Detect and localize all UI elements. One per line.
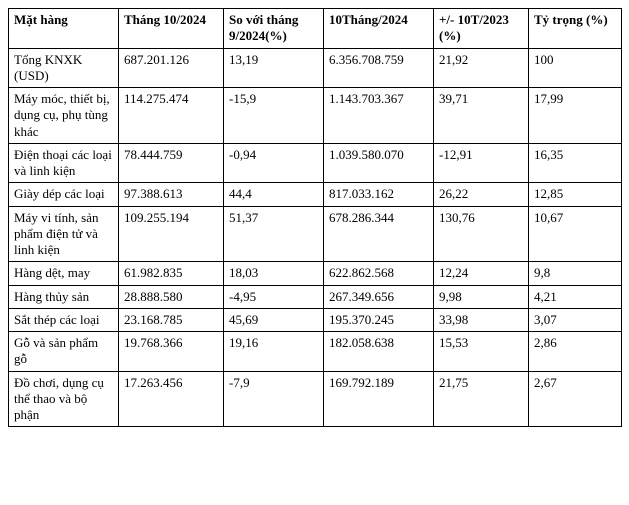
table-cell: 687.201.126 <box>119 48 224 88</box>
table-cell: Điện thoại các loại và linh kiện <box>9 143 119 183</box>
table-cell: 51,37 <box>224 206 324 262</box>
table-row: Tổng KNXK (USD)687.201.12613,196.356.708… <box>9 48 622 88</box>
table-cell: 9,8 <box>529 262 622 285</box>
table-header-row: Mặt hàng Tháng 10/2024 So với tháng 9/20… <box>9 9 622 49</box>
table-cell: 12,24 <box>434 262 529 285</box>
table-cell: 678.286.344 <box>324 206 434 262</box>
table-cell: 1.039.580.070 <box>324 143 434 183</box>
table-cell: 6.356.708.759 <box>324 48 434 88</box>
table-cell: 15,53 <box>434 332 529 372</box>
table-cell: Sắt thép các loại <box>9 308 119 331</box>
table-cell: 622.862.568 <box>324 262 434 285</box>
table-cell: 28.888.580 <box>119 285 224 308</box>
table-cell: 17.263.456 <box>119 371 224 427</box>
table-cell: 13,19 <box>224 48 324 88</box>
table-cell: Hàng thủy sản <box>9 285 119 308</box>
table-cell: 18,03 <box>224 262 324 285</box>
table-cell: Giày dép các loại <box>9 183 119 206</box>
table-cell: 12,85 <box>529 183 622 206</box>
table-cell: Hàng dệt, may <box>9 262 119 285</box>
table-cell: 100 <box>529 48 622 88</box>
table-cell: 817.033.162 <box>324 183 434 206</box>
table-cell: Gỗ và sản phẩm gỗ <box>9 332 119 372</box>
col-header-thang-10-2024: Tháng 10/2024 <box>119 9 224 49</box>
table-cell: Máy móc, thiết bị, dụng cụ, phụ tùng khá… <box>9 88 119 144</box>
table-cell: -12,91 <box>434 143 529 183</box>
table-cell: -15,9 <box>224 88 324 144</box>
table-cell: 21,75 <box>434 371 529 427</box>
table-cell: -0,94 <box>224 143 324 183</box>
table-body: Tổng KNXK (USD)687.201.12613,196.356.708… <box>9 48 622 427</box>
table-row: Máy móc, thiết bị, dụng cụ, phụ tùng khá… <box>9 88 622 144</box>
table-cell: 9,98 <box>434 285 529 308</box>
table-cell: 114.275.474 <box>119 88 224 144</box>
table-row: Máy vi tính, sản phẩm điện tử và linh ki… <box>9 206 622 262</box>
table-row: Điện thoại các loại và linh kiện78.444.7… <box>9 143 622 183</box>
col-header-10-thang-2024: 10Tháng/2024 <box>324 9 434 49</box>
table-cell: 39,71 <box>434 88 529 144</box>
table-cell: 78.444.759 <box>119 143 224 183</box>
table-cell: 169.792.189 <box>324 371 434 427</box>
table-cell: 33,98 <box>434 308 529 331</box>
table-cell: 1.143.703.367 <box>324 88 434 144</box>
table-row: Gỗ và sản phẩm gỗ19.768.36619,16182.058.… <box>9 332 622 372</box>
table-row: Đồ chơi, dụng cụ thể thao và bộ phận17.2… <box>9 371 622 427</box>
col-header-ty-trong: Tỷ trọng (%) <box>529 9 622 49</box>
table-row: Giày dép các loại97.388.61344,4817.033.1… <box>9 183 622 206</box>
table-cell: 182.058.638 <box>324 332 434 372</box>
table-cell: 2,86 <box>529 332 622 372</box>
export-data-table: Mặt hàng Tháng 10/2024 So với tháng 9/20… <box>8 8 622 427</box>
table-row: Hàng dệt, may61.982.83518,03622.862.5681… <box>9 262 622 285</box>
table-cell: 17,99 <box>529 88 622 144</box>
col-header-mat-hang: Mặt hàng <box>9 9 119 49</box>
table-cell: 195.370.245 <box>324 308 434 331</box>
table-cell: -7,9 <box>224 371 324 427</box>
table-cell: 2,67 <box>529 371 622 427</box>
table-cell: 3,07 <box>529 308 622 331</box>
table-cell: 19.768.366 <box>119 332 224 372</box>
table-cell: 267.349.656 <box>324 285 434 308</box>
table-cell: 130,76 <box>434 206 529 262</box>
table-cell: 21,92 <box>434 48 529 88</box>
table-cell: -4,95 <box>224 285 324 308</box>
table-cell: 109.255.194 <box>119 206 224 262</box>
table-cell: 61.982.835 <box>119 262 224 285</box>
col-header-so-voi-10t-2023: +/- 10T/2023 (%) <box>434 9 529 49</box>
col-header-so-voi-thang-9: So với tháng 9/2024(%) <box>224 9 324 49</box>
table-cell: 26,22 <box>434 183 529 206</box>
table-row: Hàng thủy sản28.888.580-4,95267.349.6569… <box>9 285 622 308</box>
table-cell: Đồ chơi, dụng cụ thể thao và bộ phận <box>9 371 119 427</box>
table-cell: Tổng KNXK (USD) <box>9 48 119 88</box>
table-row: Sắt thép các loại23.168.78545,69195.370.… <box>9 308 622 331</box>
table-cell: 19,16 <box>224 332 324 372</box>
table-header: Mặt hàng Tháng 10/2024 So với tháng 9/20… <box>9 9 622 49</box>
table-cell: 44,4 <box>224 183 324 206</box>
table-cell: 10,67 <box>529 206 622 262</box>
table-cell: 45,69 <box>224 308 324 331</box>
table-cell: 97.388.613 <box>119 183 224 206</box>
table-cell: 16,35 <box>529 143 622 183</box>
table-cell: Máy vi tính, sản phẩm điện tử và linh ki… <box>9 206 119 262</box>
table-cell: 4,21 <box>529 285 622 308</box>
table-cell: 23.168.785 <box>119 308 224 331</box>
